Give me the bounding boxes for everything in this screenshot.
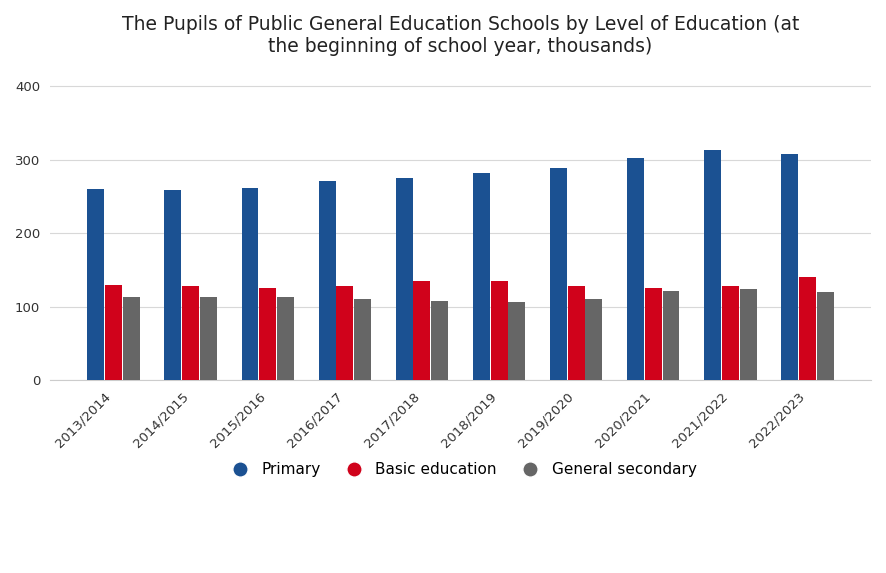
Bar bbox=[627, 158, 644, 380]
Bar bbox=[165, 190, 182, 380]
Bar bbox=[704, 150, 721, 380]
Bar bbox=[817, 292, 834, 380]
Legend: Primary, Basic education, General secondary: Primary, Basic education, General second… bbox=[218, 456, 703, 483]
Bar bbox=[105, 285, 122, 380]
Bar bbox=[781, 154, 798, 380]
Bar bbox=[509, 303, 525, 380]
Bar bbox=[414, 281, 431, 380]
Bar bbox=[396, 178, 413, 380]
Bar bbox=[799, 277, 816, 380]
Bar bbox=[431, 301, 448, 380]
Bar bbox=[260, 288, 276, 380]
Bar bbox=[645, 288, 662, 380]
Bar bbox=[123, 297, 140, 380]
Bar bbox=[740, 289, 757, 380]
Bar bbox=[586, 299, 602, 380]
Bar bbox=[354, 299, 371, 380]
Bar bbox=[337, 286, 354, 380]
Bar bbox=[550, 168, 567, 380]
Bar bbox=[491, 281, 508, 380]
Bar bbox=[319, 181, 336, 380]
Bar bbox=[277, 297, 294, 380]
Bar bbox=[473, 173, 490, 380]
Bar bbox=[183, 286, 199, 380]
Title: The Pupils of Public General Education Schools by Level of Education (at
the beg: The Pupils of Public General Education S… bbox=[121, 15, 799, 56]
Bar bbox=[568, 286, 585, 380]
Bar bbox=[88, 189, 105, 380]
Bar bbox=[722, 286, 739, 380]
Bar bbox=[200, 297, 217, 380]
Bar bbox=[242, 189, 259, 380]
Bar bbox=[663, 291, 680, 380]
